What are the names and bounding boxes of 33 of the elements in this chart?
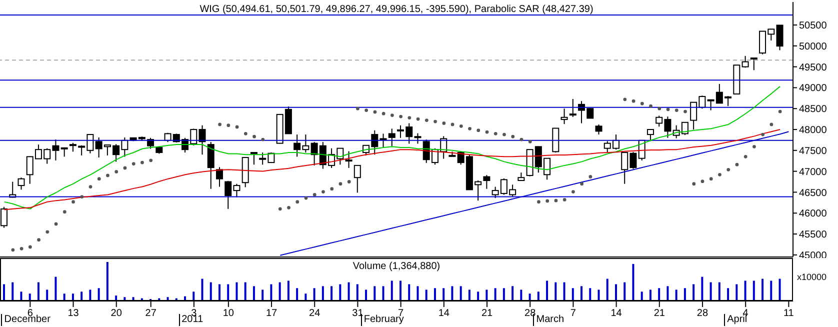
y-tick-label: 47000 <box>799 166 828 178</box>
y-tick-label: 46000 <box>799 208 828 220</box>
y-tick-label: 48000 <box>799 125 828 136</box>
chart-title: Volume (1,364,880) <box>352 261 442 273</box>
x-tick-label: 21 <box>654 308 666 320</box>
x-tick-label: 17 <box>266 308 278 320</box>
y-tick-label: 48500 <box>799 104 828 116</box>
x-tick-label: 11 <box>783 308 794 320</box>
y-tick-label: 50000 <box>799 41 828 52</box>
y-tick-label: 50500 <box>799 20 828 32</box>
x-tick-label: 21 <box>481 308 494 320</box>
text: March <box>536 314 564 325</box>
y-tick-label: 49000 <box>799 83 828 94</box>
y-tick-label: 46500 <box>799 188 828 199</box>
x-tick-label: 31 <box>352 308 364 320</box>
y-tick-label: 47500 <box>799 146 828 157</box>
y-tick-label: 49500 <box>799 62 828 74</box>
chart-title: WIG (50,494.61, 50,501.79, 49,896.27, 49,996.15, -395.590), Parabolic SAR (48,427.39) <box>198 4 594 16</box>
text: 2011 <box>178 314 204 326</box>
x-tick-label: 20 <box>110 308 122 320</box>
x-tick-label: 28 <box>696 308 708 320</box>
x-tick-label: 24 <box>309 308 321 320</box>
x-tick-label: 7 <box>570 308 576 320</box>
x-tick-label: 27 <box>145 308 157 320</box>
text: December <box>1 314 50 326</box>
x-tick-label: 13 <box>68 308 80 320</box>
text: February <box>364 314 404 325</box>
x-tick-label: 14 <box>610 308 622 320</box>
y-axis-title: x10000 <box>797 272 827 283</box>
x-tick-label: 28 <box>524 308 536 320</box>
y-tick-label: 45500 <box>799 230 828 241</box>
x-tick-label: 10 <box>222 308 234 320</box>
x-tick-label: 14 <box>438 308 450 320</box>
